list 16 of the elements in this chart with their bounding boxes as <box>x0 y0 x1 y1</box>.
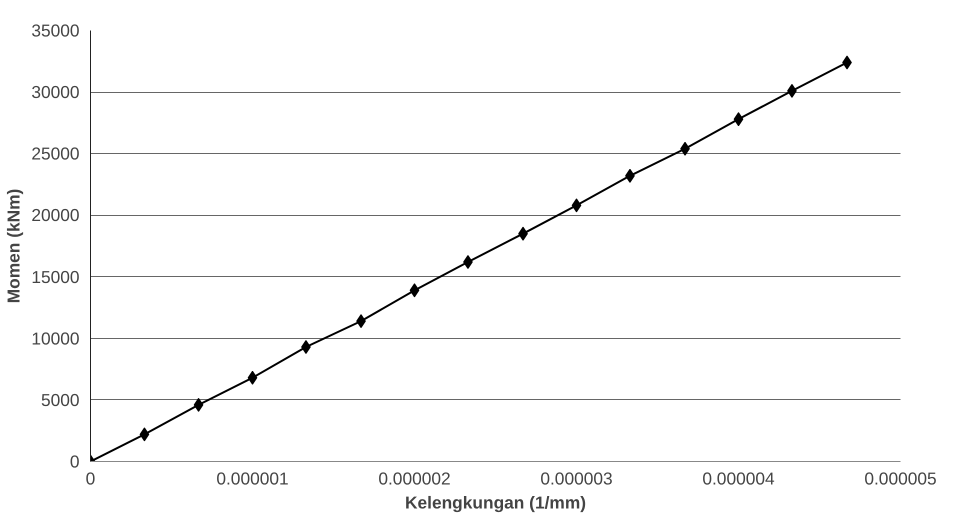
x-tick-label: 0.000003 <box>540 468 613 488</box>
y-tick-label: 35000 <box>31 20 80 40</box>
x-axis-title: Kelengkungan (1/mm) <box>404 492 586 512</box>
x-tick-label: 0.000002 <box>378 468 451 488</box>
x-tick-label: 0 <box>86 468 96 488</box>
x-tick-label: 0.000005 <box>864 468 937 488</box>
y-tick-label: 20000 <box>31 205 80 226</box>
y-axis-title: Momen (kNm) <box>3 188 24 304</box>
y-tick-label: 5000 <box>40 390 80 410</box>
y-tick-label: 0 <box>70 452 80 472</box>
y-tick-label: 25000 <box>31 144 80 164</box>
x-tick-label: 0.000004 <box>702 468 775 488</box>
y-tick-label: 30000 <box>31 82 80 102</box>
x-tick-label: 0.000001 <box>216 468 289 488</box>
y-tick-label: 15000 <box>31 266 80 287</box>
y-tick-label: 10000 <box>31 328 80 348</box>
